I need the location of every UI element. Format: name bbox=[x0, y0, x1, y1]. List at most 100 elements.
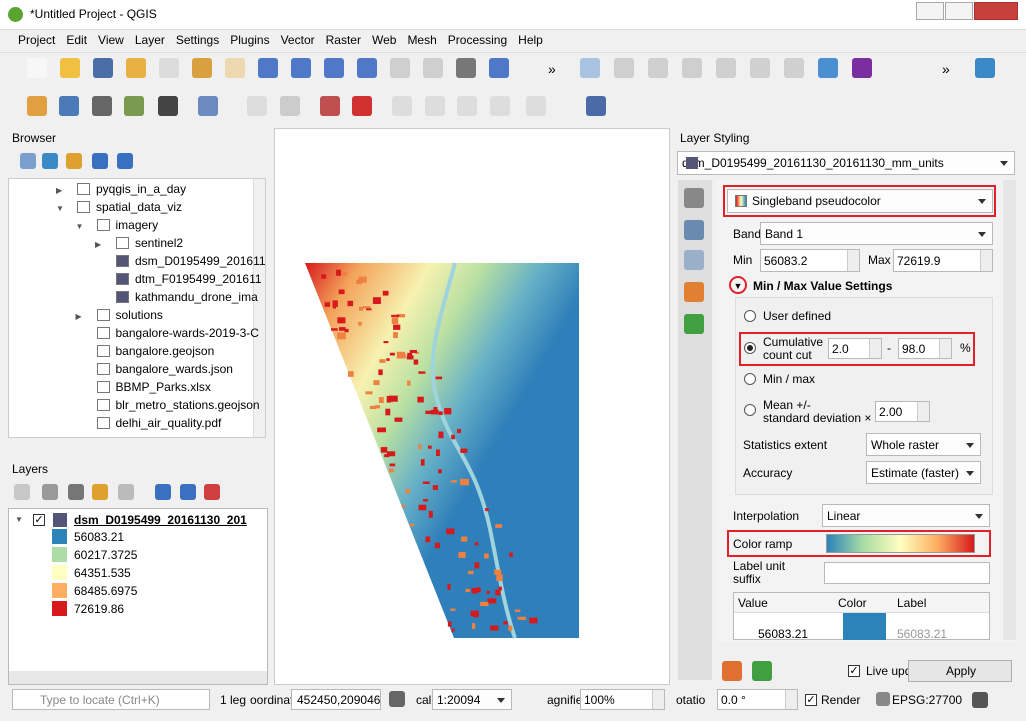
browser-item[interactable]: delhi_air_quality.pdf bbox=[115, 416, 222, 430]
toolbar-icon[interactable] bbox=[117, 153, 133, 169]
browser-item[interactable]: solutions bbox=[115, 308, 163, 322]
toolbar-icon[interactable] bbox=[614, 58, 634, 78]
toolbar-icon[interactable] bbox=[68, 484, 84, 500]
toolbar-icon[interactable] bbox=[456, 58, 476, 78]
toolbar-icon[interactable] bbox=[324, 58, 344, 78]
browser-item[interactable]: spatial_data_viz bbox=[96, 200, 183, 214]
menu-item[interactable]: Mesh bbox=[407, 33, 437, 47]
toolbar-icon[interactable] bbox=[158, 96, 178, 116]
toolbar-icon[interactable] bbox=[42, 484, 58, 500]
toolbar-icon[interactable] bbox=[198, 96, 218, 116]
cut-high[interactable] bbox=[898, 338, 952, 359]
toolbar-icon[interactable] bbox=[291, 58, 311, 78]
toolbar-icon[interactable] bbox=[457, 96, 477, 116]
toolbar-icon[interactable] bbox=[975, 58, 995, 78]
checkbox[interactable]: ✓ bbox=[848, 665, 860, 677]
maximize-button[interactable] bbox=[945, 2, 973, 20]
toolbar-icon[interactable] bbox=[684, 282, 704, 302]
browser-item[interactable]: kathmandu_drone_ima bbox=[135, 290, 258, 304]
extent-select[interactable] bbox=[866, 433, 981, 456]
layer-name[interactable]: dsm_D0195499_20161130_201 bbox=[74, 513, 247, 527]
browser-item[interactable]: dtm_F0195499_201611 bbox=[135, 272, 262, 286]
accuracy-select[interactable] bbox=[866, 461, 981, 484]
toolbar-icon[interactable] bbox=[682, 58, 702, 78]
menu-item[interactable]: Web bbox=[371, 33, 397, 47]
toolbar-icon[interactable] bbox=[180, 484, 196, 500]
toolbar-icon[interactable] bbox=[59, 96, 79, 116]
toolbar-icon[interactable] bbox=[280, 96, 300, 116]
toolbar-icon[interactable] bbox=[684, 250, 704, 270]
toolbar-icon[interactable] bbox=[124, 96, 144, 116]
toolbar-icon[interactable] bbox=[526, 96, 546, 116]
close-button[interactable] bbox=[974, 2, 1018, 20]
toolbar-icon[interactable] bbox=[490, 96, 510, 116]
max-input[interactable] bbox=[893, 249, 993, 272]
toolbar-icon[interactable] bbox=[20, 153, 36, 169]
toolbar-icon[interactable] bbox=[784, 58, 804, 78]
map-canvas[interactable] bbox=[274, 128, 670, 685]
toolbar-icon[interactable] bbox=[42, 153, 58, 169]
renderer-select[interactable] bbox=[727, 189, 993, 213]
toolbar-icon[interactable] bbox=[586, 96, 606, 116]
magnifier[interactable] bbox=[580, 689, 665, 710]
toolbar-icon[interactable] bbox=[876, 692, 890, 706]
menu-item[interactable]: Processing bbox=[447, 33, 508, 47]
rotation[interactable] bbox=[717, 689, 798, 710]
toolbar-icon[interactable] bbox=[390, 58, 410, 78]
toolbar-icon[interactable] bbox=[92, 153, 108, 169]
toolbar-icon[interactable] bbox=[684, 220, 704, 240]
toolbar-icon[interactable] bbox=[92, 96, 112, 116]
browser-item[interactable]: bangalore-wards-2019-3-C bbox=[115, 326, 259, 340]
menu-item[interactable]: View bbox=[98, 33, 124, 47]
group-toggle[interactable]: ▼ bbox=[729, 276, 747, 294]
toolbar-icon[interactable] bbox=[972, 692, 988, 708]
toolbar-icon[interactable] bbox=[357, 58, 377, 78]
toolbar-icon[interactable] bbox=[489, 58, 509, 78]
scale-select[interactable] bbox=[432, 689, 512, 710]
sd-input[interactable] bbox=[875, 401, 930, 422]
toolbar-icon[interactable] bbox=[750, 58, 770, 78]
band-select[interactable] bbox=[760, 222, 993, 245]
menu-item[interactable]: Layer bbox=[134, 33, 165, 47]
browser-item[interactable]: blr_metro_stations.geojson bbox=[115, 398, 260, 412]
menu-item[interactable]: Edit bbox=[66, 33, 88, 47]
toolbar-icon[interactable] bbox=[60, 58, 80, 78]
toolbar-icon[interactable] bbox=[752, 661, 772, 681]
toolbar-icon[interactable] bbox=[580, 58, 600, 78]
min-input[interactable] bbox=[760, 249, 860, 272]
toolbar-icon[interactable] bbox=[14, 484, 30, 500]
toolbar-icon[interactable] bbox=[155, 484, 171, 500]
apply-button[interactable] bbox=[908, 660, 1012, 682]
toolbar-icon[interactable] bbox=[352, 96, 372, 116]
menu-item[interactable]: Raster bbox=[325, 33, 361, 47]
menu-item[interactable]: Settings bbox=[175, 33, 220, 47]
toolbar-icon[interactable] bbox=[118, 484, 134, 500]
browser-item[interactable]: imagery bbox=[115, 218, 159, 232]
toolbar-icon[interactable] bbox=[192, 58, 212, 78]
toolbar-icon[interactable] bbox=[423, 58, 443, 78]
menu-item[interactable]: Plugins bbox=[230, 33, 270, 47]
browser-item[interactable]: bangalore_wards.json bbox=[115, 362, 233, 376]
radio[interactable] bbox=[744, 404, 756, 416]
browser-item[interactable]: BBMP_Parks.xlsx bbox=[115, 380, 211, 394]
cut-low[interactable] bbox=[828, 338, 882, 359]
toolbar-icon[interactable] bbox=[247, 96, 267, 116]
checkbox[interactable]: ✓ bbox=[33, 514, 45, 526]
toolbar-icon[interactable] bbox=[66, 153, 82, 169]
toolbar-icon[interactable] bbox=[425, 96, 445, 116]
toolbar-icon[interactable] bbox=[852, 58, 872, 78]
toolbar-icon[interactable] bbox=[225, 58, 245, 78]
browser-item[interactable]: dsm_D0195499_201611 bbox=[135, 254, 266, 268]
color-ramp[interactable] bbox=[826, 534, 975, 553]
toolbar-icon[interactable] bbox=[684, 188, 704, 208]
checkbox[interactable]: ✓ bbox=[805, 694, 817, 706]
toolbar-icon[interactable] bbox=[204, 484, 220, 500]
interp-select[interactable] bbox=[822, 504, 990, 527]
toolbar-icon[interactable] bbox=[716, 58, 736, 78]
toolbar-icon[interactable] bbox=[159, 58, 179, 78]
browser-item[interactable]: pyqgis_in_a_day bbox=[96, 182, 187, 196]
toolbar-icon[interactable] bbox=[27, 96, 47, 116]
browser-item[interactable]: bangalore.geojson bbox=[115, 344, 215, 358]
menu-item[interactable]: Project bbox=[18, 33, 56, 47]
toolbar-icon[interactable] bbox=[93, 58, 113, 78]
